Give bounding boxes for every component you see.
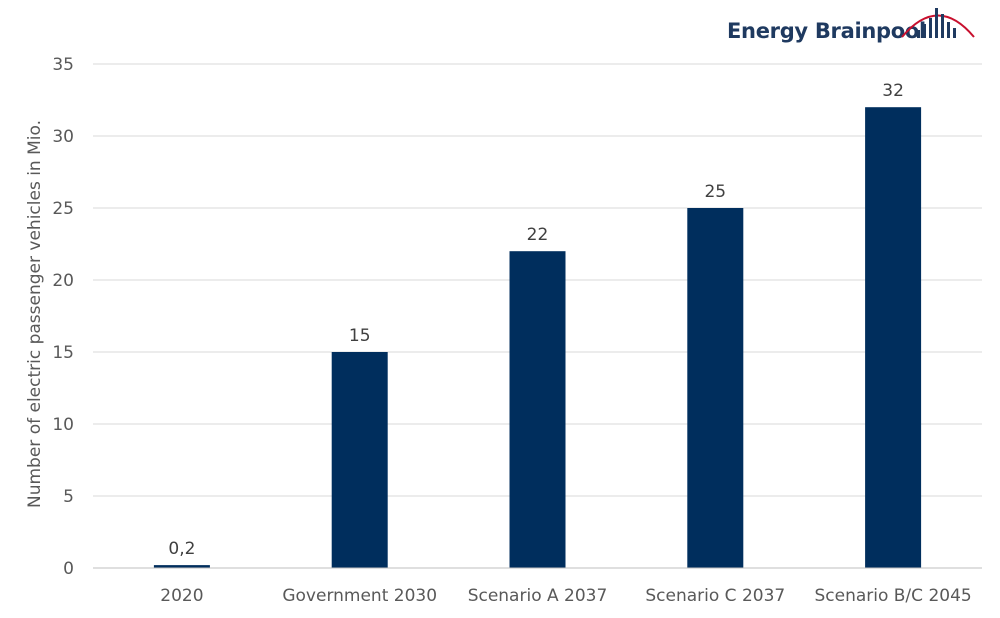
logo-bar	[953, 28, 956, 38]
brand-name: Energy Brainpool	[727, 19, 926, 43]
x-tick-label: Scenario C 2037	[645, 586, 785, 606]
x-tick-label: Scenario A 2037	[468, 586, 608, 606]
logo-bar	[941, 14, 944, 38]
x-tick-label: Government 2030	[282, 586, 437, 606]
bars	[153, 107, 922, 568]
y-tick-label: 20	[52, 271, 74, 291]
brainpool-mark-icon	[901, 8, 975, 38]
data-label: 32	[882, 81, 904, 101]
logo-bar	[935, 8, 938, 38]
data-label: 0,2	[168, 539, 195, 559]
y-tick-label: 10	[52, 415, 74, 435]
y-tick-label: 15	[52, 343, 74, 363]
y-tick-label: 35	[52, 55, 74, 75]
logo-bar	[917, 30, 920, 38]
data-label: 25	[704, 182, 726, 202]
logo-bar	[929, 18, 932, 38]
data-label: 22	[527, 225, 549, 245]
x-tick-label: Scenario B/C 2045	[814, 586, 971, 606]
y-tick-label: 25	[52, 199, 74, 219]
bar	[509, 251, 566, 568]
logo-bar	[923, 24, 926, 38]
bar	[865, 107, 922, 568]
bar	[153, 565, 210, 568]
data-label: 15	[349, 326, 371, 346]
y-tick-label: 0	[63, 559, 74, 579]
x-tick-label: 2020	[160, 586, 203, 606]
logo-bar	[947, 22, 950, 38]
y-axis-ticks: 0 5 10 15 20 25 30 35	[52, 55, 74, 579]
y-tick-label: 30	[52, 127, 74, 147]
bar	[687, 208, 744, 568]
x-axis-ticks: 2020 Government 2030 Scenario A 2037 Scenar…	[160, 586, 971, 606]
y-axis-title: Number of electric passenger vehicles in…	[25, 120, 45, 508]
energy-brainpool-logo: Energy Brainpool	[727, 8, 975, 43]
y-tick-label: 5	[63, 487, 74, 507]
data-labels: 0,2 15 22 25 32	[168, 81, 904, 559]
bar	[331, 352, 388, 568]
